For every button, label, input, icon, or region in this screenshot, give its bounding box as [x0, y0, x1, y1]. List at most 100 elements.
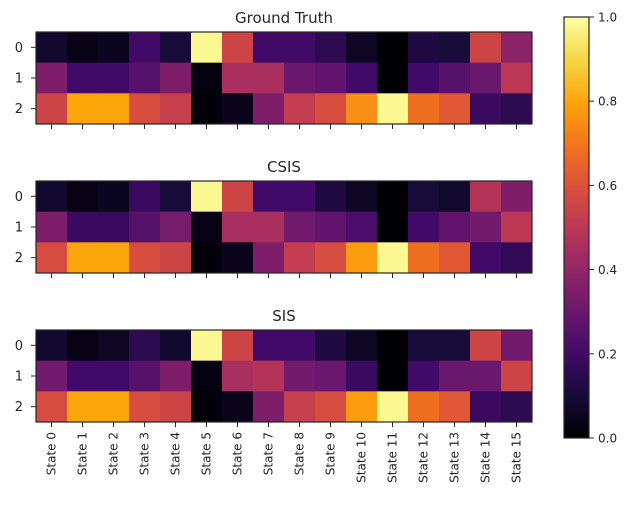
- heatmap-cell: [408, 93, 440, 125]
- heatmap-cell: [222, 181, 254, 213]
- heatmap-cell: [222, 391, 254, 423]
- heatmap-cell: [67, 242, 99, 274]
- heatmap-cell: [284, 330, 316, 362]
- x-tick-labels: State 0 State 1 State 2 State 3 State 4 State…: [45, 432, 524, 483]
- heatmap-cell: [191, 211, 223, 243]
- heatmap-cell: [160, 360, 192, 392]
- heatmap-cell: [315, 330, 347, 362]
- heatmap-cell: [253, 62, 285, 94]
- colorbar-tick-label: 0.4: [598, 263, 617, 277]
- panel-title: SIS: [272, 307, 295, 325]
- heatmap-cell: [377, 32, 409, 64]
- heatmap-cell: [160, 391, 192, 423]
- heatmap-cell: [98, 62, 130, 94]
- x-tick-label: State 2: [107, 432, 121, 475]
- heatmap-cell: [36, 62, 68, 94]
- heatmap-cell: [191, 391, 223, 423]
- heatmap-cell: [408, 211, 440, 243]
- colorbar-tick-label: 1.0: [598, 11, 617, 25]
- heatmap-cell: [346, 391, 378, 423]
- x-tick-label: State 11: [386, 432, 400, 483]
- heatmap-cell: [160, 242, 192, 274]
- heatmap-cell: [67, 391, 99, 423]
- heatmap-cell: [501, 330, 533, 362]
- y-tick-label: 0: [15, 190, 23, 205]
- heatmap-cell: [408, 391, 440, 423]
- heatmap-cell: [253, 330, 285, 362]
- panel-title: CSIS: [267, 158, 301, 176]
- heatmap-cell: [129, 62, 161, 94]
- heatmap-cell: [501, 93, 533, 125]
- colorbar-tick-label: 0.0: [598, 432, 617, 446]
- heatmap-cell: [408, 330, 440, 362]
- heatmap-cell: [36, 360, 68, 392]
- heatmap-cell: [129, 93, 161, 125]
- heatmap-cell: [284, 32, 316, 64]
- heatmap-cell: [98, 211, 130, 243]
- y-tick-label: 1: [15, 221, 23, 236]
- y-tick-label: 2: [15, 400, 23, 415]
- heatmap-cell: [346, 181, 378, 213]
- heatmap-cell: [36, 32, 68, 64]
- heatmap-cell: [36, 242, 68, 274]
- colorbar-tick-label: 0.8: [598, 95, 617, 109]
- heatmap-cell: [470, 62, 502, 94]
- heatmap-cell: [315, 62, 347, 94]
- heatmap-cell: [253, 32, 285, 64]
- heatmap-cell: [36, 93, 68, 125]
- heatmap-cell: [129, 360, 161, 392]
- heatmap-cell: [67, 62, 99, 94]
- heatmap-cell: [160, 330, 192, 362]
- heatmap-cell: [253, 360, 285, 392]
- heatmap-cell: [191, 32, 223, 64]
- heatmap-cell: [191, 242, 223, 274]
- heatmap-cell: [346, 93, 378, 125]
- heatmap-cell: [501, 32, 533, 64]
- heatmap-cell: [346, 360, 378, 392]
- heatmap-cell: [160, 181, 192, 213]
- heatmap-cell: [470, 181, 502, 213]
- colorbar: 0.0 0.2 0.4 0.6 0.8 1.0: [563, 11, 617, 446]
- heatmap-cell: [315, 32, 347, 64]
- x-tick-label: State 13: [448, 432, 462, 483]
- heatmap-cell: [191, 93, 223, 125]
- heatmap-cell: [470, 93, 502, 125]
- heatmap-cell: [439, 32, 471, 64]
- heatmap-cell: [36, 330, 68, 362]
- heatmap-cell: [408, 242, 440, 274]
- heatmap-cell: [98, 93, 130, 125]
- heatmap-cell: [439, 391, 471, 423]
- heatmap-cell: [160, 211, 192, 243]
- heatmap-cell: [470, 360, 502, 392]
- heatmap-cell: [501, 211, 533, 243]
- x-tick-label: State 1: [76, 432, 90, 475]
- heatmap-cell: [284, 93, 316, 125]
- heatmap-cell: [439, 242, 471, 274]
- heatmap-cell: [346, 62, 378, 94]
- heatmap-cell: [377, 62, 409, 94]
- heatmap-cell: [67, 330, 99, 362]
- x-tick-label: State 0: [45, 432, 59, 475]
- y-tick-label: 1: [15, 370, 23, 385]
- colorbar-frame: [563, 16, 590, 439]
- x-tick-label: State 8: [293, 432, 307, 475]
- heatmap-cell: [253, 391, 285, 423]
- x-tick-label: State 4: [169, 432, 183, 475]
- heatmap-cell: [346, 242, 378, 274]
- heatmap-cell: [222, 360, 254, 392]
- y-tick-label: 1: [15, 72, 23, 87]
- heatmap-cell: [160, 93, 192, 125]
- heatmap-cell: [377, 330, 409, 362]
- heatmap-cell: [222, 211, 254, 243]
- heatmap-cell: [408, 181, 440, 213]
- x-tick-label: State 6: [231, 432, 245, 475]
- heatmap-cell: [377, 181, 409, 213]
- x-tick-label: State 10: [355, 432, 369, 483]
- heatmap-cell: [222, 330, 254, 362]
- heatmap-cell: [129, 32, 161, 64]
- x-tick-label: State 15: [510, 432, 524, 483]
- heatmap-cell: [284, 360, 316, 392]
- heatmap-cell: [191, 330, 223, 362]
- heatmap-cell: [346, 32, 378, 64]
